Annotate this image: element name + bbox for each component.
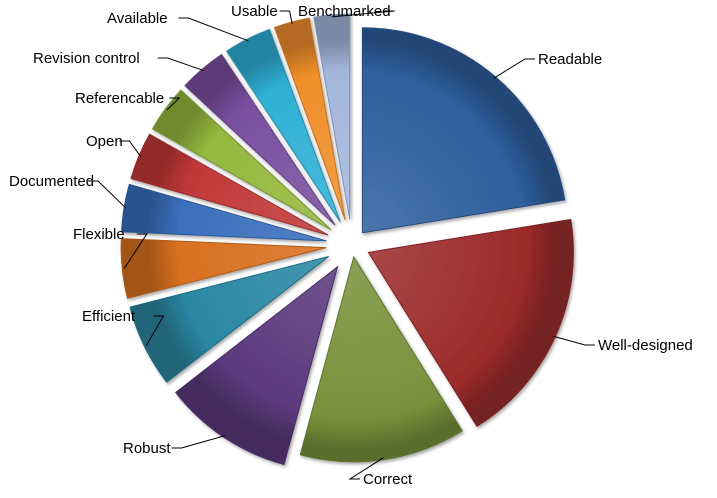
slice-label-benchmarked: Benchmarked — [298, 3, 391, 20]
leader-line-flexible — [123, 233, 148, 269]
slice-label-documented: Documented — [9, 173, 94, 190]
slice-label-efficient: Efficient — [82, 308, 136, 325]
pie-slice-benchmarked — [313, 13, 351, 220]
pie-slice-flexible — [120, 238, 327, 299]
pie-slice-correct — [299, 255, 463, 463]
leader-line-correct — [348, 457, 384, 480]
leader-line-available — [178, 17, 249, 42]
slice-label-robust: Robust — [123, 440, 171, 457]
leader-line-readable — [493, 58, 535, 79]
pie-slice-open — [130, 133, 329, 236]
pie-slice-revision-control — [184, 53, 336, 226]
leader-line-open — [119, 140, 142, 157]
leader-line-usable — [279, 10, 293, 25]
slice-label-usable: Usable — [231, 3, 278, 20]
pie-slice-referencable — [151, 89, 332, 231]
slice-label-well-designed: Well-designed — [598, 337, 693, 354]
slice-label-readable: Readable — [538, 51, 602, 68]
leader-line-efficient — [145, 315, 165, 346]
leader-line-documented — [88, 180, 127, 209]
leader-line-referencable — [166, 97, 181, 111]
pie-slice-robust — [175, 265, 339, 466]
slice-label-revision-control: Revision control — [33, 50, 140, 67]
pie-slice-documented — [121, 183, 327, 242]
slice-label-correct: Correct — [363, 471, 413, 488]
leader-line-revision-control — [157, 57, 204, 72]
slice-label-referencable: Referencable — [75, 90, 164, 107]
leader-line-robust — [171, 435, 226, 449]
pie-slice-available — [225, 28, 341, 223]
pie-slice-efficient — [129, 255, 329, 383]
slice-label-flexible: Flexible — [73, 226, 125, 243]
pie-slice-readable — [361, 27, 566, 234]
slice-label-open: Open — [86, 133, 123, 150]
leader-line-well-designed — [553, 335, 595, 346]
slice-label-available: Available — [107, 10, 168, 27]
leader-line-benchmarked — [331, 10, 395, 18]
